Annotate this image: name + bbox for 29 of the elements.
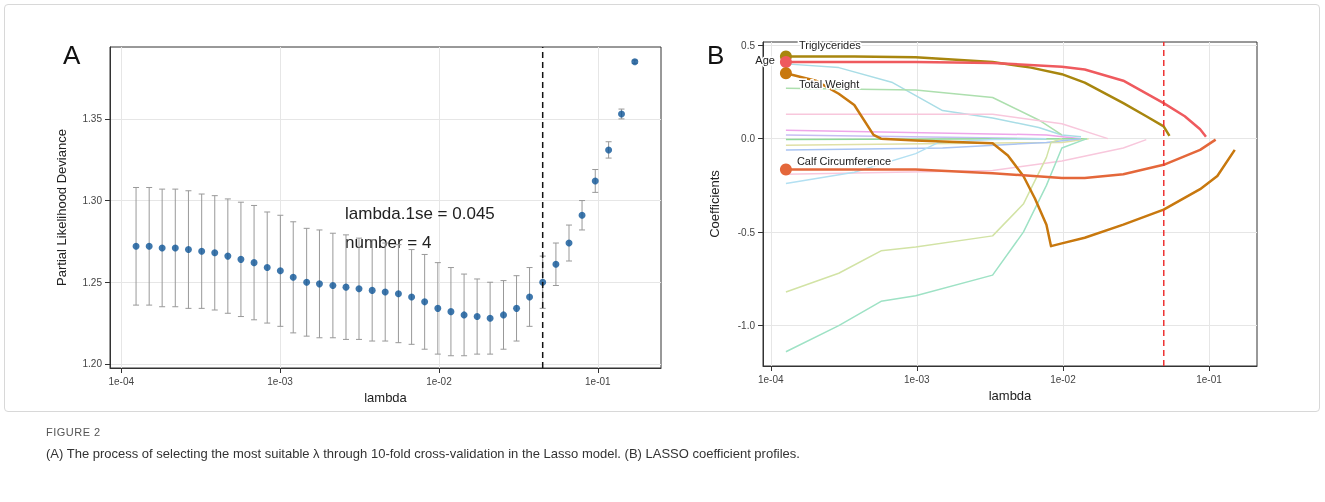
x-tick-label: 1e-01 (585, 375, 612, 387)
y-tick-label: 0.5 (741, 39, 756, 51)
y-tick-label: -0.5 (737, 226, 756, 238)
y-tick-label: -1.0 (737, 320, 756, 332)
x-tick-label: 1e-01 (1196, 373, 1223, 385)
y-axis-title: Coefficients (707, 169, 722, 238)
chart-title: A (63, 40, 81, 70)
x-tick-label: 1e-02 (1050, 373, 1077, 385)
x-tick-label: 1e-03 (267, 375, 294, 387)
x-axis-title: lambda (988, 387, 1033, 403)
annotation: lambda.1se = 0.045 (345, 204, 495, 223)
text: (A) The process of selecting the most suitable λ through 10-fold cross-validation in the Lasso model. (B) LASSO coefficient profiles. (46, 446, 801, 461)
y-tick-label: 1.20 (82, 358, 103, 370)
x-tick-label: 1e-02 (426, 375, 453, 387)
y-tick-label: 0.0 (741, 133, 756, 145)
chart-title: B (707, 40, 725, 70)
series-label: Total Weight (798, 78, 860, 91)
annotation: number = 4 (345, 233, 432, 252)
caption: FIGURE 2 (46, 426, 102, 438)
y-axis-title: Partial Likelihood Deviance (54, 129, 69, 286)
y-tick-label: 1.35 (82, 113, 103, 125)
x-tick-label: 1e-04 (757, 373, 784, 385)
series-label: Calf Circumference (796, 154, 892, 167)
y-tick-label: 1.30 (82, 195, 103, 207)
x-tick-label: 1e-03 (904, 373, 931, 385)
x-axis-title: lambda (364, 389, 408, 405)
series-label: Triglycerides (798, 39, 862, 52)
x-tick-label: 1e-04 (108, 375, 135, 387)
y-tick-label: 1.25 (82, 276, 103, 288)
